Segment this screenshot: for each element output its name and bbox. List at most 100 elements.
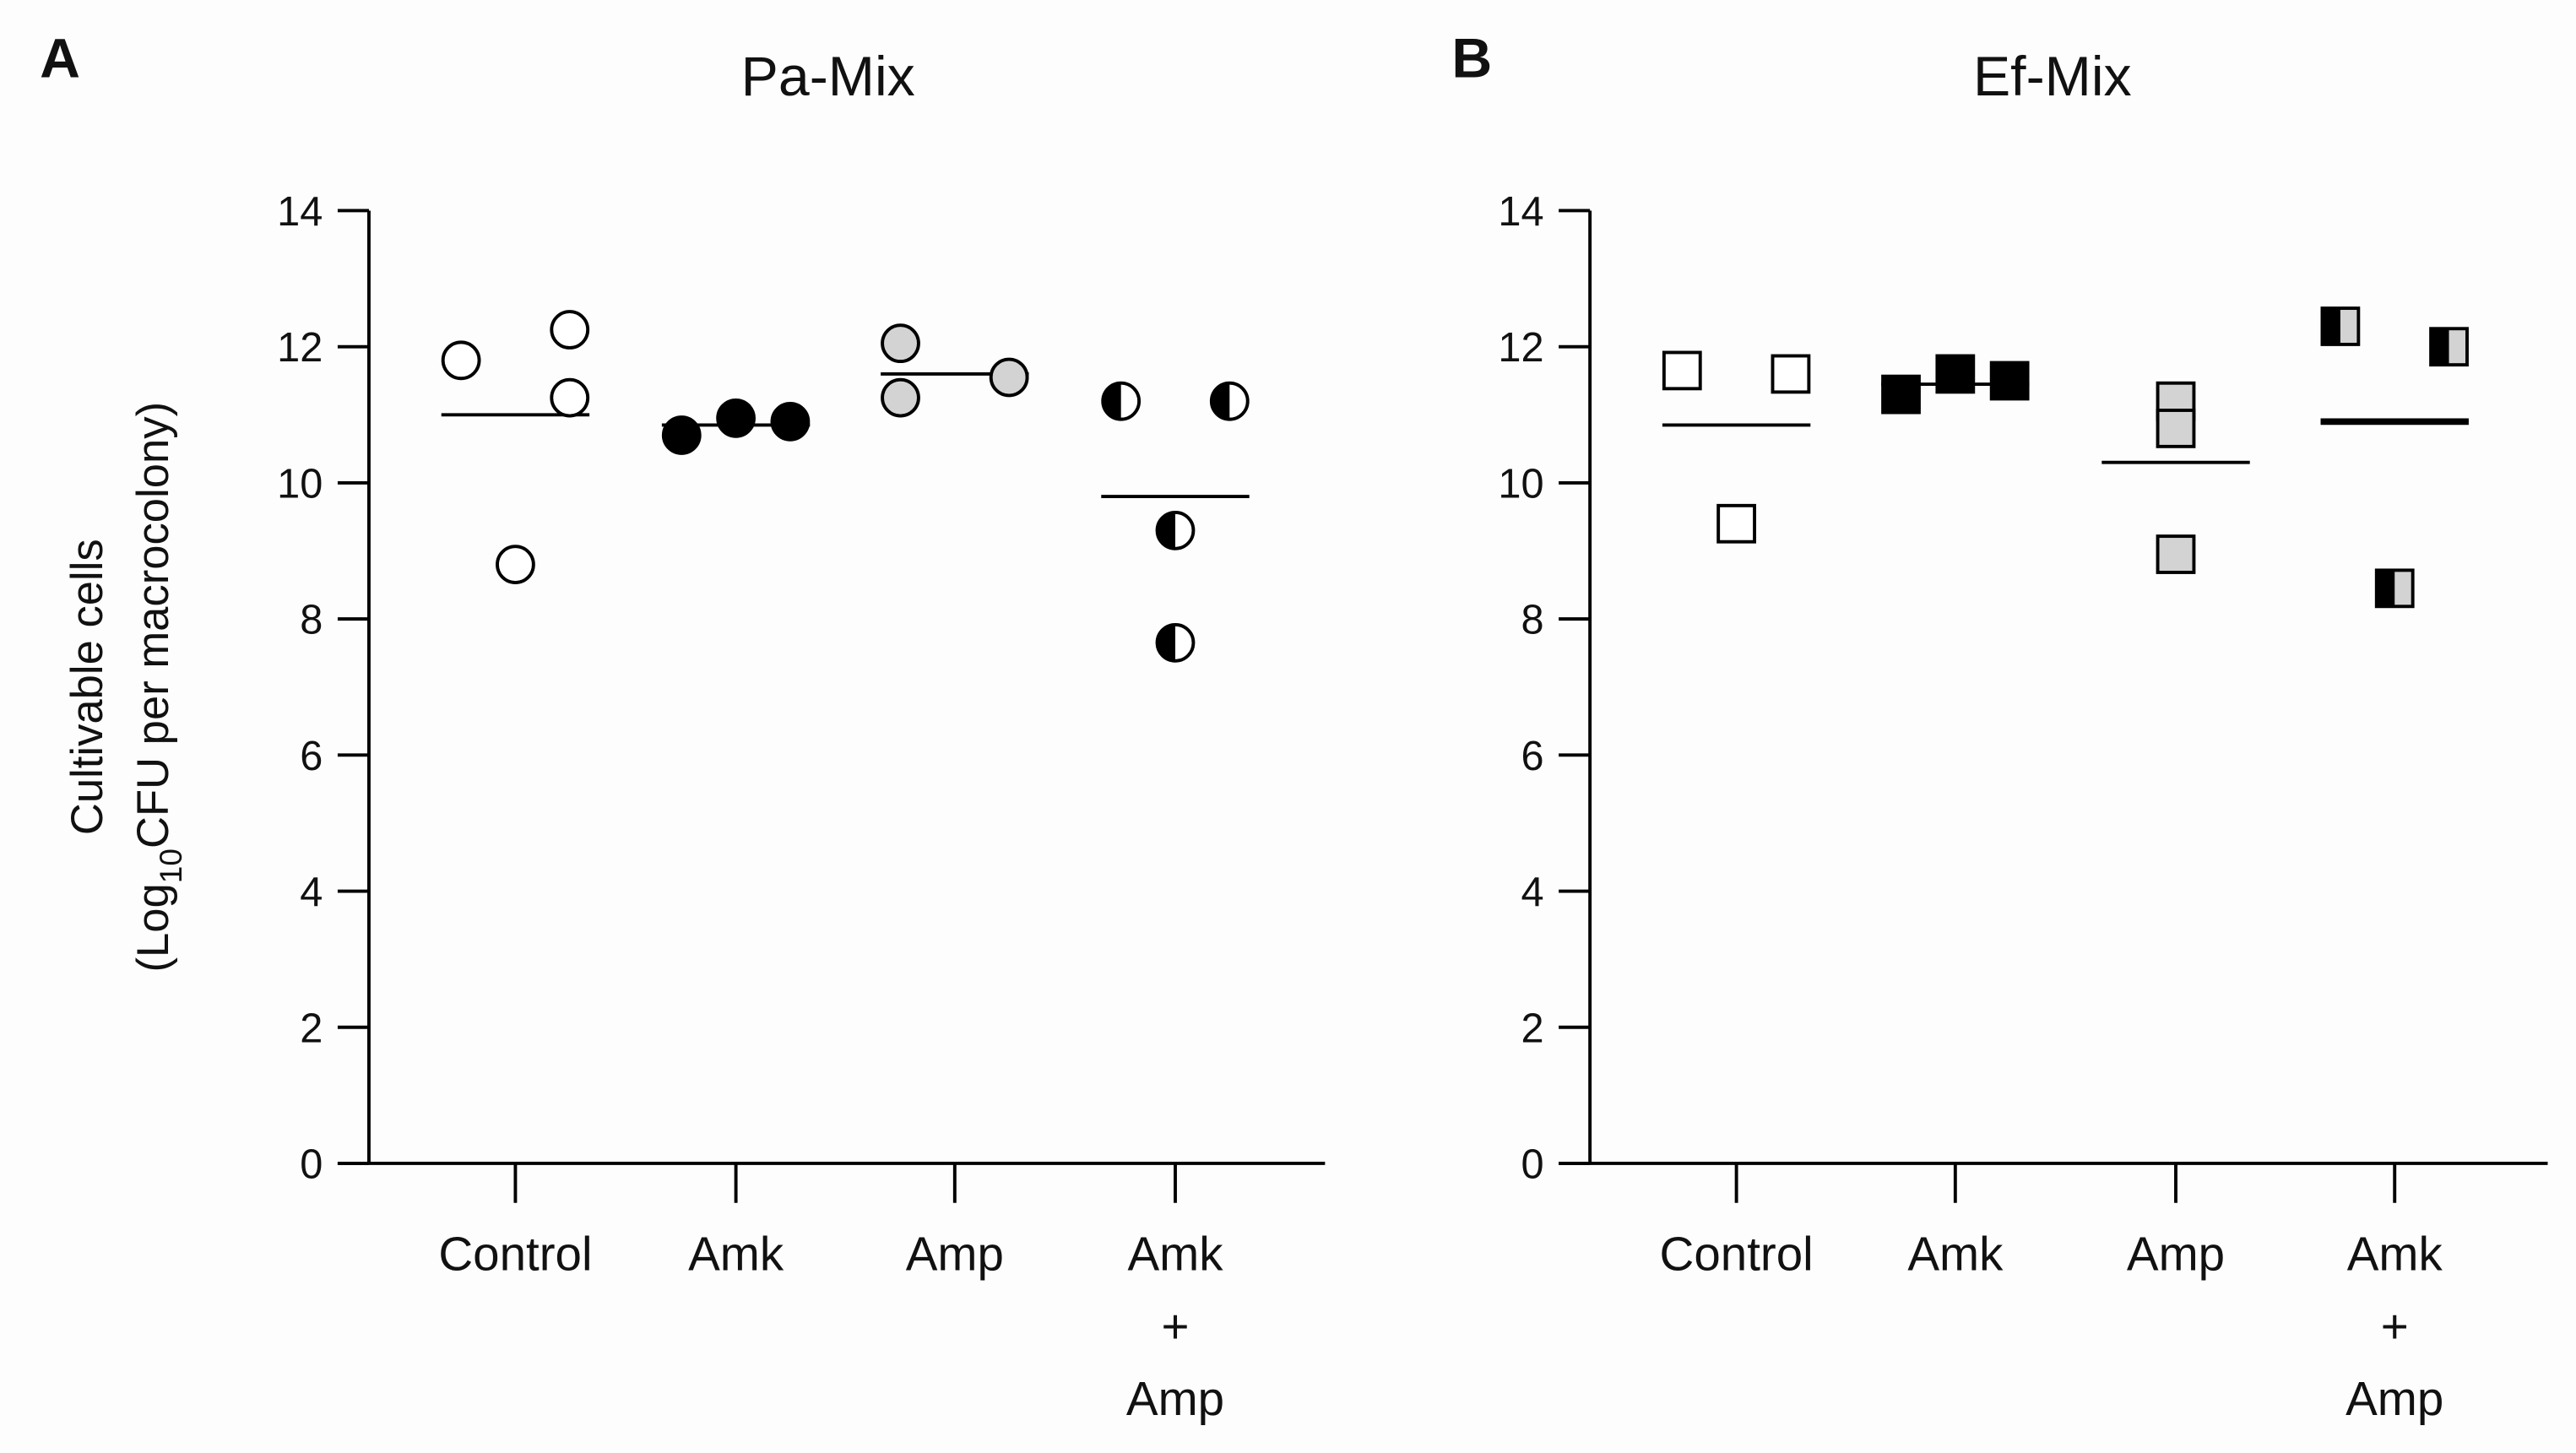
y-tick-label: 6: [300, 734, 323, 779]
marker-outline: [661, 415, 702, 455]
marker-outline: [1935, 354, 1976, 394]
marker-outline: [2374, 568, 2415, 609]
marker-outline: [881, 377, 920, 418]
marker-outline: [989, 357, 1029, 398]
y-tick-label: 8: [1521, 598, 1543, 643]
marker-half: [1211, 382, 1230, 420]
x-tick-label: +: [1161, 1299, 1189, 1353]
marker-outline: [1716, 503, 1757, 544]
data-point: [989, 357, 1029, 398]
y-axis-label-part: (Log: [128, 883, 178, 972]
data-point: [441, 340, 481, 381]
marker-outline: [2429, 327, 2469, 367]
marker-fill: [1937, 355, 1974, 393]
x-tick-label: Amp: [2346, 1372, 2443, 1425]
y-tick-label: 2: [1521, 1006, 1543, 1051]
marker-outline: [1209, 381, 1250, 421]
y-axis-label: Cultivable cells (Log10CFU per macrocolon…: [62, 402, 188, 973]
marker-fill: [2157, 409, 2194, 447]
data-point: [2374, 568, 2415, 609]
chart-title: Pa-Mix: [741, 46, 915, 108]
marker-outline: [1771, 354, 1811, 394]
marker-outline: [716, 398, 756, 438]
y-axis-label-line: Cultivable cells: [62, 539, 112, 835]
data-point: [716, 398, 756, 438]
data-point: [1209, 381, 1250, 421]
y-tick-label: 12: [277, 325, 323, 371]
x-tick-label: +: [2381, 1299, 2409, 1353]
marker-fill: [718, 399, 755, 436]
data-point: [550, 310, 590, 350]
data-point: [1662, 350, 1702, 391]
marker-outline: [770, 401, 811, 442]
marker-half: [2322, 308, 2340, 344]
data-point: [770, 401, 811, 442]
y-tick-label: 0: [300, 1142, 323, 1188]
data-point: [661, 415, 702, 455]
x-tick-label: Control: [1660, 1228, 1814, 1281]
marker-fill: [990, 359, 1028, 396]
data-point: [1155, 510, 1196, 550]
y-tick-label: 14: [1498, 189, 1543, 235]
chart-title: Ef-Mix: [1973, 46, 2132, 108]
marker-half: [1103, 382, 1121, 420]
y-tick-label: 6: [1521, 734, 1543, 779]
y-tick-label: 10: [277, 461, 323, 507]
marker-half: [2376, 570, 2395, 607]
y-tick-label: 4: [1521, 870, 1543, 915]
marker-outline: [496, 545, 535, 585]
marker-fill: [1883, 376, 1919, 413]
y-tick-label: 0: [1521, 1142, 1543, 1188]
data-point: [1935, 354, 1976, 394]
data-point: [2320, 306, 2361, 346]
y-tick-label: 4: [300, 870, 323, 915]
x-tick-label: Amp: [1126, 1372, 1224, 1425]
data-point: [496, 545, 535, 585]
data-point: [881, 377, 920, 418]
marker-outline: [2320, 306, 2361, 346]
marker-fill: [496, 546, 534, 583]
x-tick-label: Amk: [1127, 1228, 1223, 1281]
y-tick-label: 2: [300, 1006, 323, 1051]
marker-fill: [442, 342, 480, 379]
data-point: [550, 377, 590, 418]
y-tick-label: 8: [300, 598, 323, 643]
marker-fill: [1772, 355, 1809, 393]
panel-letter: B: [1451, 28, 1492, 90]
data-point: [1989, 361, 2030, 401]
y-axis-label-line: (Log10CFU per macrocolony): [128, 402, 188, 973]
data-point: [1771, 354, 1811, 394]
x-tick-label: Amk: [1907, 1228, 2004, 1281]
marker-fill: [1991, 362, 2028, 399]
y-tick-label: 10: [1498, 461, 1543, 507]
y-axis-label-part: CFU per macrocolony): [128, 402, 178, 848]
marker-half: [2431, 328, 2449, 366]
marker-outline: [1662, 350, 1702, 391]
marker-outline: [2156, 409, 2196, 448]
marker-fill: [882, 379, 919, 416]
data-point: [1881, 374, 1921, 415]
marker-outline: [1101, 381, 1142, 421]
marker-outline: [550, 310, 590, 350]
x-tick-label: Control: [438, 1228, 592, 1281]
marker-outline: [550, 377, 590, 418]
marker-half: [1157, 624, 1175, 661]
panel-letter: A: [40, 28, 80, 90]
marker-fill: [663, 417, 700, 453]
data-point: [881, 323, 920, 364]
y-tick-label: 14: [277, 189, 323, 235]
marker-outline: [2156, 534, 2196, 574]
x-tick-label: Amk: [688, 1228, 784, 1281]
marker-half: [1157, 512, 1175, 549]
data-point: [1716, 503, 1757, 544]
marker-fill: [2157, 536, 2194, 572]
marker-outline: [881, 323, 920, 364]
marker-fill: [882, 325, 919, 362]
marker-outline: [1155, 622, 1196, 663]
x-tick-label: Amp: [2127, 1228, 2225, 1281]
marker-outline: [441, 340, 481, 381]
x-tick-label: Amp: [906, 1228, 1004, 1281]
marker-outline: [1989, 361, 2030, 401]
